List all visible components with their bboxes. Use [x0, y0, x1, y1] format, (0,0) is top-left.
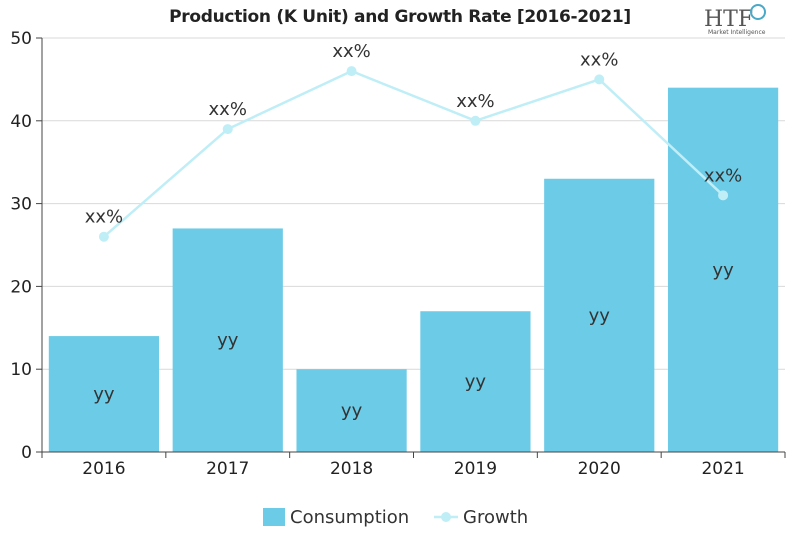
- legend-consumption-label: Consumption: [290, 507, 409, 528]
- chart-title: Production (K Unit) and Growth Rate [201…: [169, 7, 631, 27]
- growth-point-label: xx%: [85, 207, 123, 228]
- consumption-bar: [544, 178, 655, 452]
- logo-text: HTF: [704, 7, 753, 32]
- y-tick-label: 10: [10, 360, 32, 380]
- consumption-bar-label: yy: [589, 305, 611, 326]
- grid-lines: [42, 37, 785, 370]
- y-axis-ticks: 0 10 20 30 40 50: [10, 29, 42, 463]
- logo-globe-icon: [750, 4, 766, 20]
- growth-point: [594, 74, 605, 85]
- growth-point-label: xx%: [332, 41, 370, 62]
- growth-point-label: xx%: [209, 99, 247, 120]
- x-axis-ticks: 2016 2017 2018 2019 2020 2021: [41, 452, 786, 479]
- x-tick-label: 2019: [454, 459, 497, 479]
- consumption-bar-label: yy: [93, 384, 115, 405]
- growth-point: [222, 124, 233, 135]
- consumption-bar-label: yy: [217, 330, 239, 351]
- htf-logo: HTF Market Intelligence: [704, 4, 766, 36]
- consumption-bar: [296, 369, 407, 452]
- x-tick-label: 2021: [701, 459, 744, 479]
- consumption-bar: [172, 228, 283, 452]
- y-tick-label: 20: [10, 277, 32, 297]
- legend-growth-label: Growth: [463, 507, 528, 528]
- growth-point-label: xx%: [704, 165, 742, 186]
- consumption-bars: [48, 87, 779, 453]
- consumption-bar-labels: yy yy yy yy yy yy: [93, 260, 734, 422]
- y-tick-label: 0: [21, 443, 32, 463]
- x-tick-label: 2017: [206, 459, 249, 479]
- legend-growth-marker: [441, 512, 451, 522]
- y-tick-label: 50: [10, 29, 32, 49]
- growth-point: [718, 190, 729, 201]
- x-tick-label: 2018: [330, 459, 373, 479]
- growth-line: [98, 66, 729, 242]
- legend: Consumption Growth: [263, 507, 528, 528]
- consumption-bar: [420, 311, 531, 452]
- legend-consumption-swatch: [263, 508, 285, 526]
- consumption-bar-label: yy: [465, 372, 487, 393]
- growth-line-path: [103, 69, 724, 238]
- x-tick-label: 2016: [82, 459, 125, 479]
- growth-point-label: xx%: [456, 91, 494, 112]
- logo-subtext: Market Intelligence: [708, 29, 766, 36]
- y-tick-label: 30: [10, 195, 32, 215]
- growth-line-labels: xx% xx% xx% xx% xx% xx%: [85, 41, 743, 228]
- consumption-bar: [48, 336, 160, 452]
- consumption-bar-label: yy: [341, 401, 363, 422]
- growth-point: [470, 115, 481, 126]
- growth-point: [346, 66, 357, 77]
- x-tick-label: 2020: [578, 459, 621, 479]
- consumption-bar-label: yy: [712, 260, 734, 281]
- growth-point-label: xx%: [580, 49, 618, 70]
- y-tick-label: 40: [10, 112, 32, 132]
- consumption-bar: [667, 87, 779, 453]
- growth-point: [98, 231, 109, 242]
